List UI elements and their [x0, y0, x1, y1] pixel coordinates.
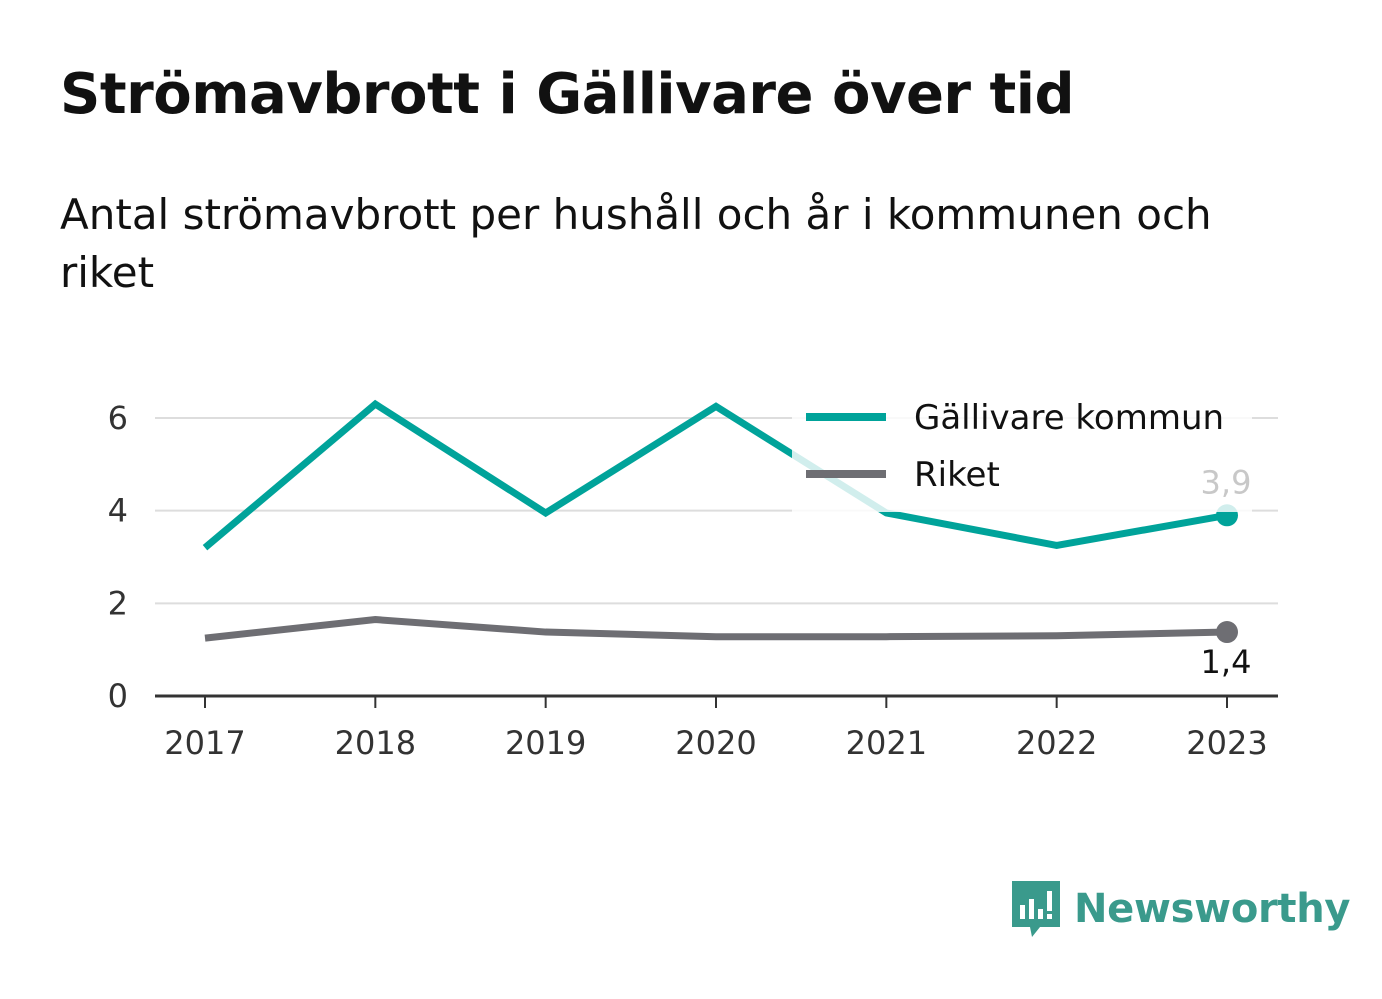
- y-tick-label-4: 4: [108, 492, 128, 530]
- data-label-gallivare-2023: 3,9: [1201, 463, 1252, 501]
- brand-logo: Newsworthy: [1010, 878, 1351, 940]
- legend: Gällivare kommun Riket: [792, 388, 1252, 512]
- brand-name: Newsworthy: [1074, 886, 1351, 932]
- x-tick-label-2023: 2023: [1186, 724, 1267, 762]
- end-marker-riket: [1216, 621, 1238, 644]
- chart-title: Strömavbrott i Gällivare över tid: [60, 62, 1075, 127]
- series-line-riket: [204, 616, 1228, 642]
- legend-label-gällivare-kommun: Gällivare kommun: [914, 398, 1224, 438]
- axes: 0 2 4 6 2017 2018 2019 2020 2021 2022 2023: [108, 399, 1278, 762]
- series-line-gällivare-kommun: [202, 399, 1228, 551]
- data-label-riket-2023: 1,4: [1201, 643, 1252, 681]
- x-tick-label-2022: 2022: [1016, 724, 1097, 762]
- x-tick-label-2018: 2018: [335, 724, 416, 762]
- chart-subtitle: Antal strömavbrott per hushåll och år i …: [60, 190, 1212, 297]
- x-tick-label-2017: 2017: [164, 724, 245, 762]
- data-labels: 3,9 1,4: [1201, 463, 1252, 681]
- y-tick-label-6: 6: [108, 399, 128, 437]
- legend-background: [792, 388, 1252, 512]
- bar-chart-speech-bubble-icon: [1012, 881, 1060, 937]
- x-tick-label-2020: 2020: [675, 724, 756, 762]
- y-tick-label-0: 0: [108, 677, 128, 715]
- x-tick-label-2021: 2021: [846, 724, 927, 762]
- y-tick-label-2: 2: [108, 584, 128, 622]
- x-tick-label-2019: 2019: [505, 724, 586, 762]
- legend-label-riket: Riket: [914, 455, 1000, 495]
